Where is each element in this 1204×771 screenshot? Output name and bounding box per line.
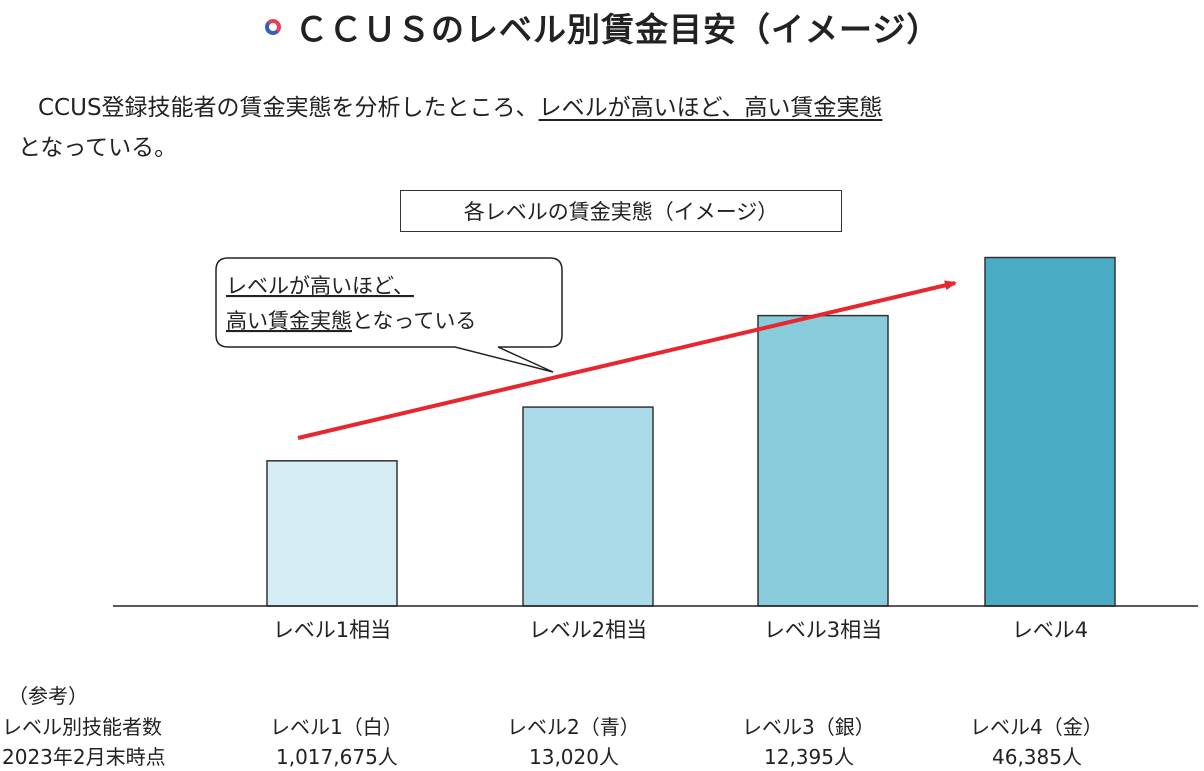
category-label-2: レベル2相当 bbox=[529, 618, 647, 642]
reference-level-label-1: レベル1（白） bbox=[270, 715, 403, 739]
callout-bubble bbox=[215, 257, 563, 373]
callout-line-1: レベルが高いほど、 bbox=[226, 274, 414, 298]
reference-level-label-3: レベル3（銀） bbox=[742, 715, 875, 739]
reference-count-4: 46,385人 bbox=[992, 745, 1082, 769]
category-label-4: レベル4 bbox=[1012, 618, 1088, 642]
category-label-1: レベル1相当 bbox=[273, 618, 391, 642]
title-area: ＣＣＵＳのレベル別賃金目安（イメージ） bbox=[265, 2, 940, 52]
callout-line-2-rest: となっている bbox=[352, 309, 476, 333]
bar-1 bbox=[266, 460, 398, 607]
chart-title: 各レベルの賃金実態（イメージ） bbox=[400, 190, 842, 232]
intro-line-2: となっている。 bbox=[18, 135, 178, 161]
callout-line-2: 高い賃金実態となっている bbox=[226, 309, 476, 333]
page-title: ＣＣＵＳのレベル別賃金目安（イメージ） bbox=[295, 10, 941, 49]
callout-line-2-underlined: 高い賃金実態 bbox=[226, 309, 352, 333]
bar-2 bbox=[522, 406, 654, 607]
reference-row-label-2: 2023年2月末時点 bbox=[2, 745, 166, 769]
intro-line-1: CCUS登録技能者の賃金実態を分析したところ、レベルが高いほど、高い賃金実態 bbox=[38, 88, 882, 122]
intro-text: CCUS登録技能者の賃金実態を分析したところ、 bbox=[38, 95, 539, 121]
intro-underlined-text: レベルが高いほど、高い賃金実態 bbox=[538, 95, 883, 121]
reference-row-label-1: レベル別技能者数 bbox=[2, 715, 162, 739]
reference-count-3: 12,395人 bbox=[764, 745, 854, 769]
bar-3 bbox=[757, 314, 889, 607]
callout-line-1-text: レベルが高いほど、 bbox=[226, 274, 414, 298]
bar-4 bbox=[984, 256, 1116, 607]
trend-arrow bbox=[297, 280, 957, 440]
reference-count-1: 1,017,675人 bbox=[276, 745, 398, 769]
category-label-3: レベル3相当 bbox=[764, 618, 882, 642]
reference-heading: （参考） bbox=[8, 684, 88, 708]
reference-level-label-2: レベル2（青） bbox=[507, 715, 640, 739]
ring-icon bbox=[265, 19, 281, 35]
reference-level-label-4: レベル4（金） bbox=[970, 715, 1103, 739]
reference-count-2: 13,020人 bbox=[529, 745, 619, 769]
